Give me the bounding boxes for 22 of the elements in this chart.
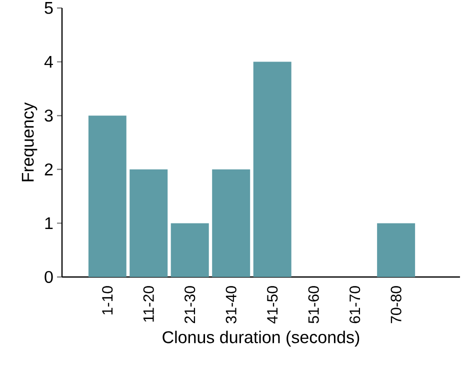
x-tick-label: 11-20: [143, 286, 154, 322]
y-axis-title: Frequency: [22, 102, 38, 182]
y-tick-label: 3: [44, 110, 53, 122]
bar: [212, 169, 250, 277]
y-tick-label: 4: [44, 56, 53, 68]
x-tick-label: 31-40: [226, 286, 236, 324]
x-axis-title: Clonus duration (seconds): [162, 330, 360, 347]
x-tick-label: 41-50: [267, 286, 278, 324]
bar: [88, 116, 126, 277]
bar: [130, 169, 168, 277]
y-tick-label: 5: [44, 2, 53, 14]
bar: [377, 223, 416, 277]
bar: [253, 62, 292, 277]
x-tick-label: 21-30: [184, 286, 196, 324]
x-tick-label: 61-70: [350, 286, 360, 324]
x-tick-label: 1-10: [102, 286, 113, 314]
x-tick-label: 70-80: [390, 286, 402, 324]
bar: [170, 223, 209, 277]
y-tick-label: 0: [44, 270, 53, 284]
x-tick-label: 51-60: [308, 286, 319, 324]
y-tick-label: 2: [44, 163, 53, 176]
y-tick-label: 1: [45, 217, 53, 230]
